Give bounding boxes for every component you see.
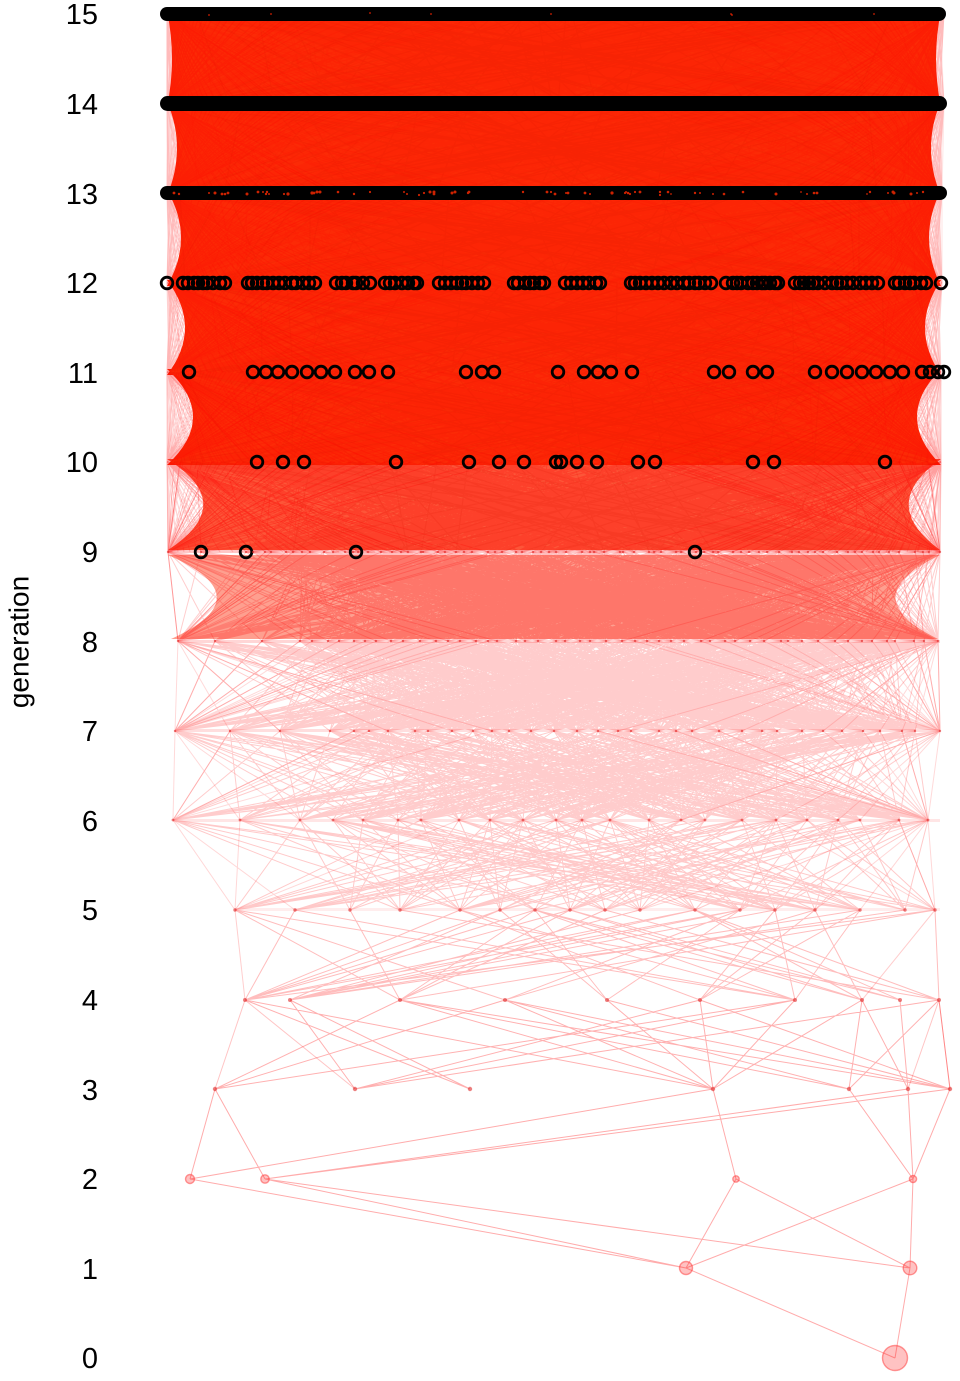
svg-text:8: 8 xyxy=(82,627,98,659)
svg-text:11: 11 xyxy=(68,358,98,390)
svg-text:4: 4 xyxy=(82,985,98,1017)
svg-text:12: 12 xyxy=(66,268,98,300)
svg-text:2: 2 xyxy=(82,1164,98,1196)
svg-text:9: 9 xyxy=(82,537,98,569)
svg-text:6: 6 xyxy=(82,806,98,838)
svg-text:3: 3 xyxy=(82,1075,98,1107)
svg-text:generation: generation xyxy=(4,576,35,708)
svg-text:1: 1 xyxy=(82,1254,98,1286)
svg-text:7: 7 xyxy=(82,716,98,748)
svg-text:5: 5 xyxy=(82,895,98,927)
svg-text:14: 14 xyxy=(66,89,98,121)
svg-text:0: 0 xyxy=(82,1343,98,1375)
svg-text:15: 15 xyxy=(66,0,98,31)
svg-text:10: 10 xyxy=(66,447,98,479)
svg-text:13: 13 xyxy=(66,179,98,211)
